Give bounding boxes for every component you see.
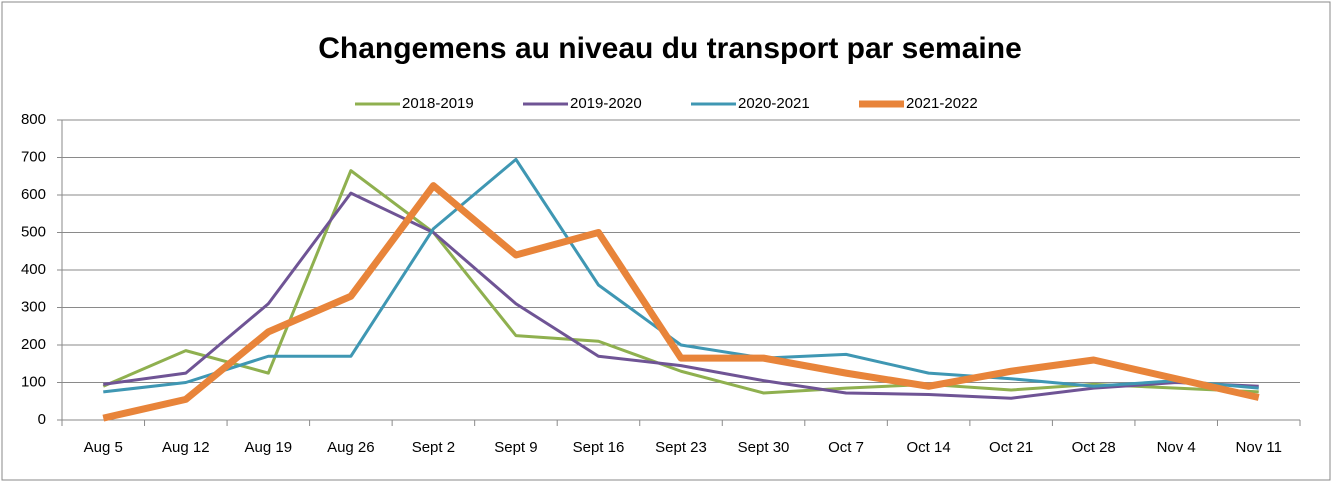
series-line [102, 182, 1260, 422]
x-tick-label: Sept 16 [573, 439, 625, 456]
x-tick-label: Oct 21 [989, 439, 1033, 456]
chart-border [1, 1, 1331, 481]
x-tick-label: Aug 26 [327, 439, 375, 456]
y-tick-label: 600 [21, 186, 46, 203]
legend-label: 2021-2022 [906, 95, 978, 112]
y-tick-label: 200 [21, 336, 46, 353]
x-tick-label: Oct 28 [1072, 439, 1116, 456]
series-line [103, 191, 1259, 400]
legend-label: 2018-2019 [402, 95, 474, 112]
x-tick-label: Sept 9 [494, 439, 537, 456]
legend-label: 2020-2021 [738, 95, 810, 112]
x-tick-label: Oct 7 [828, 439, 864, 456]
x-tick-label: Sept 23 [655, 439, 707, 456]
y-tick-label: 700 [21, 148, 46, 165]
x-tick-label: Aug 12 [162, 439, 210, 456]
y-tick-label: 800 [21, 111, 46, 128]
x-tick-label: Aug 19 [245, 439, 293, 456]
legend-label: 2019-2020 [570, 95, 642, 112]
x-tick-label: Oct 14 [907, 439, 951, 456]
x-tick-label: Sept 30 [738, 439, 790, 456]
x-tick-label: Aug 5 [84, 439, 123, 456]
series-line [102, 169, 1259, 395]
y-tick-label: 300 [21, 298, 46, 315]
y-tick-label: 0 [38, 411, 46, 428]
series-line [103, 157, 1259, 394]
y-tick-label: 400 [21, 261, 46, 278]
x-tick-label: Nov 4 [1157, 439, 1196, 456]
y-tick-label: 500 [21, 223, 46, 240]
chart-title: Changemens au niveau du transport par se… [318, 32, 1022, 65]
x-tick-label: Nov 11 [1236, 439, 1282, 456]
x-tick-label: Sept 2 [412, 439, 455, 456]
y-tick-label: 100 [21, 373, 46, 390]
